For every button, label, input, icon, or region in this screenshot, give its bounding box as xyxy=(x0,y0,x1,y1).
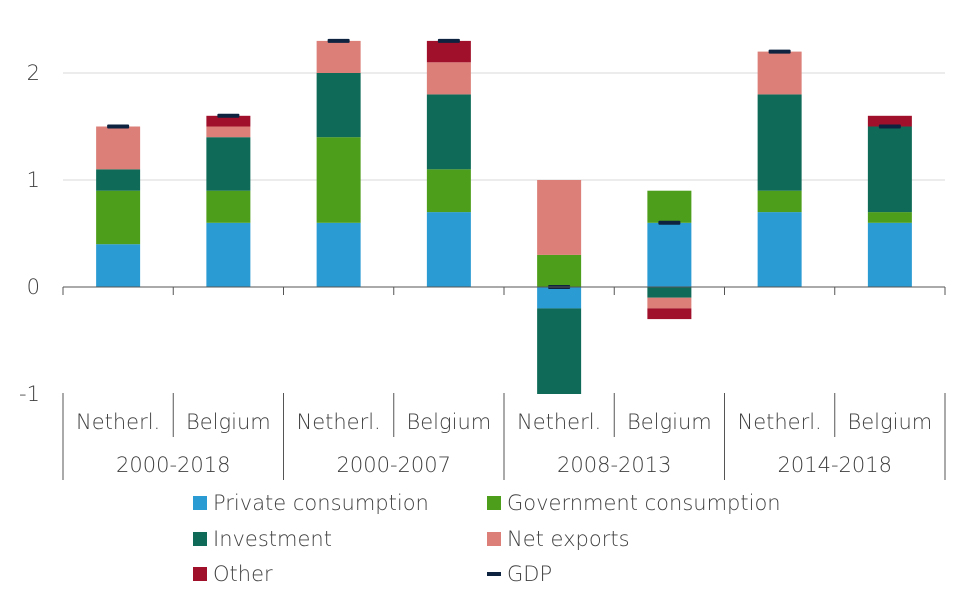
bar-segment xyxy=(647,190,692,223)
gdp-marker xyxy=(768,49,791,54)
legend-label: Investment xyxy=(213,527,332,551)
category-label: Netherl. xyxy=(738,410,822,434)
legend-label: Net exports xyxy=(507,527,630,551)
y-tick-label: 1 xyxy=(27,168,40,192)
legend-swatch xyxy=(193,496,207,510)
category-label: Belgium xyxy=(627,410,712,434)
gdp-marker xyxy=(658,220,681,225)
bar-segment xyxy=(867,212,912,223)
legend-swatch xyxy=(487,496,501,510)
bar-segment xyxy=(867,222,912,287)
bar-segment xyxy=(537,308,582,394)
bar-segment xyxy=(867,115,912,127)
legend-label: GDP xyxy=(507,562,552,586)
bar-segment xyxy=(757,51,802,95)
bar-segment xyxy=(867,126,912,213)
category-label: Netherl. xyxy=(76,410,160,434)
y-tick-label: 2 xyxy=(27,61,40,85)
legend-swatch xyxy=(487,532,501,546)
group-label: 2008-2013 xyxy=(557,453,671,477)
bar-segment xyxy=(537,254,582,287)
legend-label: Other xyxy=(213,562,273,586)
gdp-marker xyxy=(217,113,240,118)
bar-segment xyxy=(316,137,361,223)
legend-label: Government consumption xyxy=(507,491,781,515)
bar-segment xyxy=(96,169,141,191)
bar-segment xyxy=(757,212,802,287)
bar-segment xyxy=(426,94,471,170)
gdp-marker xyxy=(327,38,350,43)
bar-segment xyxy=(647,297,692,309)
group-label: 2000-2018 xyxy=(116,453,230,477)
bar-segment xyxy=(537,287,582,309)
bar-segment xyxy=(96,190,141,245)
legend-label: Private consumption xyxy=(213,491,429,515)
bar-segment xyxy=(206,126,251,138)
bar-segment xyxy=(757,190,802,213)
bar-segment xyxy=(647,222,692,287)
bar-segment xyxy=(426,169,471,213)
bar-segment xyxy=(647,308,692,320)
bar-segment xyxy=(316,73,361,138)
gdp-marker xyxy=(437,38,460,43)
bar-segment xyxy=(647,287,692,298)
gdp-marker xyxy=(878,124,901,129)
bar-segment xyxy=(206,190,251,223)
gdp-marker xyxy=(107,124,130,129)
bar-segment xyxy=(757,94,802,191)
category-label: Netherl. xyxy=(517,410,601,434)
bar-segment xyxy=(96,126,141,170)
y-tick-label: 0 xyxy=(27,275,40,299)
category-label: Netherl. xyxy=(297,410,381,434)
bar-segment xyxy=(426,62,471,95)
group-label: 2000-2007 xyxy=(337,453,451,477)
bar-segment xyxy=(206,222,251,287)
legend-swatch xyxy=(193,567,207,581)
category-label: Belgium xyxy=(848,410,933,434)
bar-segment xyxy=(96,244,141,287)
legend-swatch xyxy=(487,572,501,576)
y-tick-label: -1 xyxy=(19,382,40,406)
category-label: Belgium xyxy=(407,410,492,434)
group-label: 2014-2018 xyxy=(778,453,892,477)
bar-segment xyxy=(316,222,361,287)
bar-segment xyxy=(537,180,582,255)
bar-segment xyxy=(206,137,251,191)
bar-segment xyxy=(426,212,471,287)
bar-segment xyxy=(316,40,361,73)
bar-segment xyxy=(426,40,471,63)
legend-swatch xyxy=(193,532,207,546)
bar-segment xyxy=(206,115,251,127)
category-label: Belgium xyxy=(186,410,271,434)
